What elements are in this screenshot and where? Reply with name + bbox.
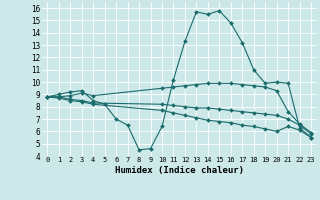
- X-axis label: Humidex (Indice chaleur): Humidex (Indice chaleur): [115, 166, 244, 175]
